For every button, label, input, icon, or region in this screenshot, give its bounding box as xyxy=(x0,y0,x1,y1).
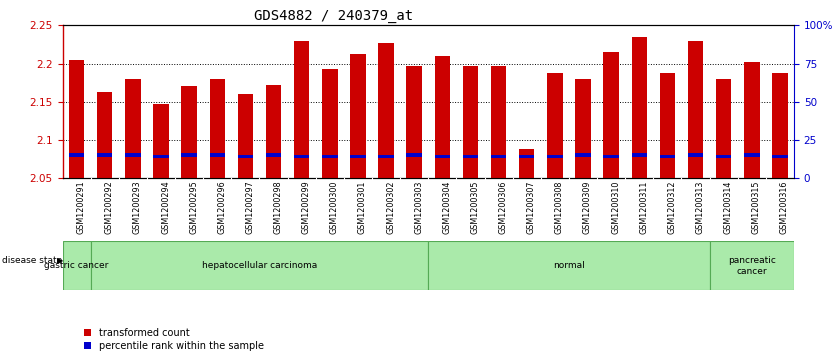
Legend: transformed count, percentile rank within the sample: transformed count, percentile rank withi… xyxy=(84,328,264,351)
Text: ▶: ▶ xyxy=(57,257,63,265)
Text: GSM1200293: GSM1200293 xyxy=(133,180,142,234)
Text: GSM1200291: GSM1200291 xyxy=(77,180,86,234)
Text: normal: normal xyxy=(553,261,585,270)
Bar xyxy=(209,79,225,178)
Bar xyxy=(519,155,535,158)
Bar xyxy=(603,52,619,178)
Text: GSM1200315: GSM1200315 xyxy=(751,180,761,234)
Bar xyxy=(97,153,113,157)
Bar xyxy=(266,153,281,157)
Text: GSM1200312: GSM1200312 xyxy=(667,180,676,234)
Bar xyxy=(491,66,506,178)
Bar xyxy=(716,155,731,158)
Bar xyxy=(631,37,647,178)
Text: disease state: disease state xyxy=(2,257,62,265)
Text: GSM1200313: GSM1200313 xyxy=(696,180,705,234)
Bar xyxy=(322,155,338,158)
Bar xyxy=(463,66,478,178)
Text: GSM1200301: GSM1200301 xyxy=(358,180,367,234)
Bar xyxy=(238,94,254,178)
Text: GSM1200310: GSM1200310 xyxy=(611,180,620,234)
Text: GSM1200292: GSM1200292 xyxy=(105,180,113,234)
Bar xyxy=(772,155,787,158)
Bar xyxy=(406,66,422,178)
Bar xyxy=(463,155,478,158)
Bar xyxy=(631,153,647,157)
Bar xyxy=(153,104,168,178)
FancyBboxPatch shape xyxy=(710,241,794,290)
Bar xyxy=(294,155,309,158)
Bar xyxy=(266,85,281,178)
Bar xyxy=(547,73,563,178)
Bar xyxy=(69,60,84,178)
Bar xyxy=(575,79,590,178)
Text: GSM1200308: GSM1200308 xyxy=(555,180,564,234)
Text: GSM1200297: GSM1200297 xyxy=(245,180,254,234)
Text: gastric cancer: gastric cancer xyxy=(44,261,108,270)
Bar xyxy=(603,155,619,158)
Bar xyxy=(688,41,703,178)
Bar xyxy=(97,93,113,178)
Text: GDS4882 / 240379_at: GDS4882 / 240379_at xyxy=(254,9,413,23)
Bar xyxy=(435,56,450,178)
Bar xyxy=(519,149,535,178)
Bar xyxy=(294,41,309,178)
Text: GSM1200305: GSM1200305 xyxy=(470,180,480,234)
Text: GSM1200307: GSM1200307 xyxy=(527,180,535,234)
FancyBboxPatch shape xyxy=(63,241,91,290)
Text: GSM1200294: GSM1200294 xyxy=(161,180,170,234)
Bar xyxy=(660,155,675,158)
Bar xyxy=(182,153,197,157)
Text: GSM1200306: GSM1200306 xyxy=(499,180,508,234)
Text: GSM1200300: GSM1200300 xyxy=(329,180,339,234)
Bar xyxy=(350,155,365,158)
Text: GSM1200302: GSM1200302 xyxy=(386,180,395,234)
Text: GSM1200295: GSM1200295 xyxy=(189,180,198,234)
Bar xyxy=(322,69,338,178)
Bar xyxy=(660,73,675,178)
FancyBboxPatch shape xyxy=(429,241,710,290)
Bar xyxy=(182,86,197,178)
Bar xyxy=(350,54,365,178)
Bar xyxy=(716,79,731,178)
Bar xyxy=(435,155,450,158)
Text: GSM1200311: GSM1200311 xyxy=(639,180,648,234)
Bar xyxy=(772,73,787,178)
Bar xyxy=(69,153,84,157)
Bar xyxy=(125,79,141,178)
Bar xyxy=(379,43,394,178)
Text: GSM1200303: GSM1200303 xyxy=(414,180,423,234)
Text: GSM1200309: GSM1200309 xyxy=(583,180,592,234)
Bar xyxy=(547,155,563,158)
Text: GSM1200316: GSM1200316 xyxy=(780,180,789,234)
Bar xyxy=(209,153,225,157)
Bar xyxy=(238,155,254,158)
Bar xyxy=(744,153,760,157)
Text: GSM1200314: GSM1200314 xyxy=(724,180,732,234)
Bar xyxy=(379,155,394,158)
Bar xyxy=(406,153,422,157)
Bar xyxy=(575,153,590,157)
Text: GSM1200304: GSM1200304 xyxy=(442,180,451,234)
Text: GSM1200296: GSM1200296 xyxy=(218,180,226,234)
FancyBboxPatch shape xyxy=(91,241,429,290)
Text: pancreatic
cancer: pancreatic cancer xyxy=(728,256,776,276)
Text: GSM1200299: GSM1200299 xyxy=(302,180,311,234)
Bar xyxy=(125,153,141,157)
Bar xyxy=(744,62,760,178)
Bar xyxy=(153,155,168,158)
Text: hepatocellular carcinoma: hepatocellular carcinoma xyxy=(202,261,317,270)
Bar xyxy=(491,155,506,158)
Bar xyxy=(688,153,703,157)
Text: GSM1200298: GSM1200298 xyxy=(274,180,283,234)
